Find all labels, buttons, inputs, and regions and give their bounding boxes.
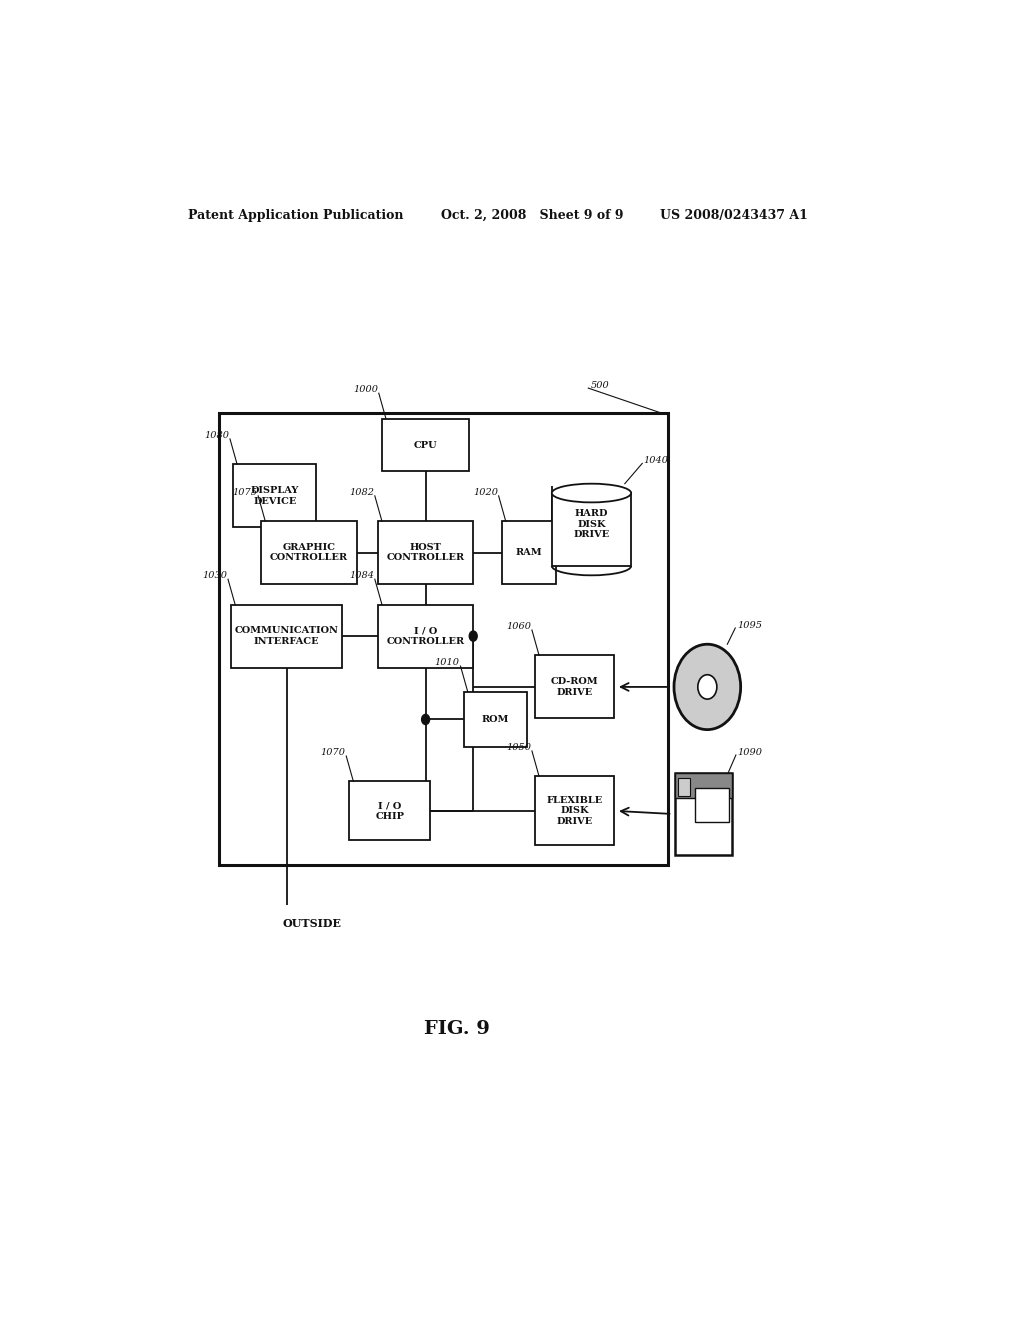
Bar xyxy=(678,779,689,796)
Text: 1040: 1040 xyxy=(643,457,668,466)
Text: 1080: 1080 xyxy=(204,430,229,440)
Bar xyxy=(233,465,316,528)
Bar xyxy=(231,605,342,668)
Text: Patent Application Publication: Patent Application Publication xyxy=(187,209,403,222)
Bar xyxy=(536,776,614,846)
Text: 1000: 1000 xyxy=(353,385,378,395)
Text: 1030: 1030 xyxy=(202,572,227,581)
Bar xyxy=(378,605,473,668)
Bar xyxy=(378,521,473,585)
Circle shape xyxy=(674,644,740,730)
Text: FLEXIBLE
DISK
DRIVE: FLEXIBLE DISK DRIVE xyxy=(547,796,603,826)
Text: 1010: 1010 xyxy=(435,659,460,667)
Text: 1082: 1082 xyxy=(349,488,374,496)
Text: FIG. 9: FIG. 9 xyxy=(424,1020,490,1039)
Bar xyxy=(695,788,729,822)
Text: HARD
DISK
DRIVE: HARD DISK DRIVE xyxy=(573,510,609,539)
Text: RAM: RAM xyxy=(515,548,542,557)
Text: I / O
CHIP: I / O CHIP xyxy=(376,801,404,821)
Text: CD-ROM
DRIVE: CD-ROM DRIVE xyxy=(551,677,599,697)
Text: US 2008/0243437 A1: US 2008/0243437 A1 xyxy=(659,209,808,222)
Text: OUTSIDE: OUTSIDE xyxy=(283,917,342,929)
Bar xyxy=(261,521,356,585)
Circle shape xyxy=(697,675,717,700)
Bar xyxy=(675,774,732,854)
Text: GRAPHIC
CONTROLLER: GRAPHIC CONTROLLER xyxy=(270,543,348,562)
Bar xyxy=(552,494,631,566)
Text: DISPLAY
DEVICE: DISPLAY DEVICE xyxy=(251,486,299,506)
Text: I / O
CONTROLLER: I / O CONTROLLER xyxy=(386,627,465,645)
Text: 1050: 1050 xyxy=(506,743,531,752)
Text: 500: 500 xyxy=(591,381,609,391)
Text: 1095: 1095 xyxy=(737,620,762,630)
Circle shape xyxy=(422,714,430,725)
Text: 1090: 1090 xyxy=(737,748,763,758)
Bar xyxy=(536,656,614,718)
Text: 1070: 1070 xyxy=(321,748,345,758)
Text: 1084: 1084 xyxy=(349,572,374,581)
Bar xyxy=(464,692,527,747)
Bar xyxy=(349,781,430,841)
Bar xyxy=(675,774,732,797)
Text: ROM: ROM xyxy=(481,715,509,723)
Text: COMMUNICATION
INTERFACE: COMMUNICATION INTERFACE xyxy=(234,627,339,645)
Text: CPU: CPU xyxy=(414,441,437,450)
Bar xyxy=(502,521,556,585)
Text: HOST
CONTROLLER: HOST CONTROLLER xyxy=(386,543,465,562)
Text: 1060: 1060 xyxy=(506,622,531,631)
Text: 1075: 1075 xyxy=(232,488,257,496)
Ellipse shape xyxy=(552,483,631,503)
Text: Oct. 2, 2008   Sheet 9 of 9: Oct. 2, 2008 Sheet 9 of 9 xyxy=(441,209,624,222)
Text: 1020: 1020 xyxy=(473,488,498,496)
Bar xyxy=(219,413,668,865)
Bar xyxy=(382,418,469,471)
Circle shape xyxy=(469,631,477,642)
